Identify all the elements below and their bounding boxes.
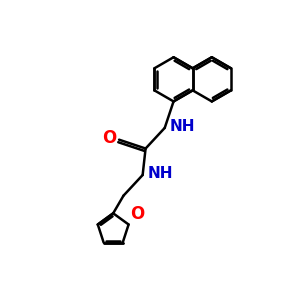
Text: O: O <box>130 205 144 223</box>
Text: NH: NH <box>170 119 196 134</box>
Text: NH: NH <box>148 166 173 181</box>
Text: O: O <box>103 129 117 147</box>
